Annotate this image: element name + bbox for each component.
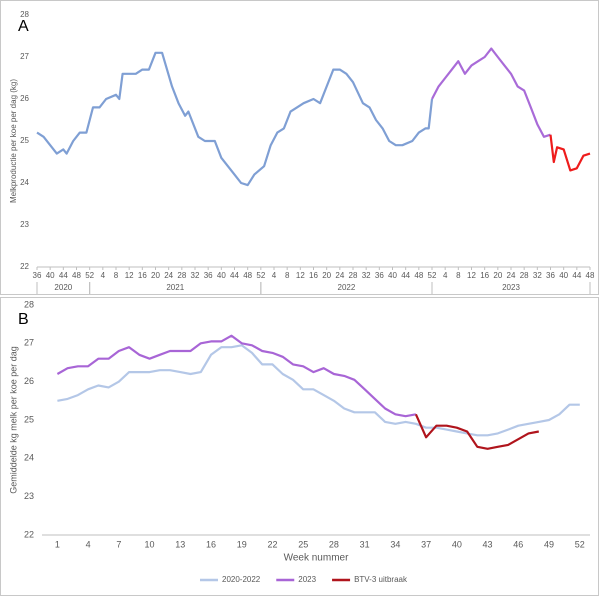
x-tick-label: 46 — [513, 539, 523, 549]
x-tick-label: 32 — [191, 271, 200, 280]
x-tick-label: 40 — [46, 271, 55, 280]
x-tick-label: 44 — [230, 271, 239, 280]
y-tick-label: 27 — [20, 52, 29, 61]
x-tick-label: 4 — [86, 539, 91, 549]
x-tick-label: 36 — [375, 271, 384, 280]
series-line — [414, 413, 539, 450]
x-tick-label: 12 — [467, 271, 476, 280]
y-tick-label: 23 — [20, 220, 29, 229]
x-tick-label: 16 — [138, 271, 147, 280]
x-tick-label: 48 — [586, 271, 595, 280]
x-tick-label: 8 — [285, 271, 290, 280]
x-tick-label: 24 — [335, 271, 344, 280]
panel-frame — [0, 297, 599, 596]
panel-label: A — [18, 18, 29, 35]
year-label: 2023 — [502, 283, 520, 292]
x-tick-label: 1 — [55, 539, 60, 549]
x-tick-label: 12 — [296, 271, 305, 280]
x-tick-label: 49 — [544, 539, 554, 549]
x-tick-label: 16 — [480, 271, 489, 280]
x-tick-label: 20 — [322, 271, 331, 280]
legend-label: 2020-2022 — [222, 575, 261, 584]
x-tick-label: 24 — [164, 271, 173, 280]
x-tick-label: 44 — [572, 271, 581, 280]
x-tick-label: 52 — [85, 271, 94, 280]
y-tick-label: 24 — [24, 453, 34, 463]
x-tick-label: 43 — [483, 539, 493, 549]
x-tick-label: 32 — [362, 271, 371, 280]
y-axis-title: Melkproductie per koe per dag (kg) — [9, 79, 18, 203]
y-tick-label: 26 — [20, 94, 29, 103]
x-tick-label: 16 — [309, 271, 318, 280]
x-tick-label: 8 — [456, 271, 461, 280]
x-tick-label: 8 — [114, 271, 119, 280]
y-axis-title: Gemiddelde kg melk per koe per dag — [8, 346, 18, 494]
x-tick-label: 40 — [452, 539, 462, 549]
x-tick-label: 28 — [349, 271, 358, 280]
y-tick-label: 28 — [24, 299, 34, 309]
year-label: 2021 — [166, 283, 184, 292]
x-tick-label: 48 — [72, 271, 81, 280]
series-line — [431, 47, 551, 138]
year-label: 2020 — [54, 283, 72, 292]
x-tick-label: 22 — [267, 539, 277, 549]
x-tick-label: 40 — [388, 271, 397, 280]
x-tick-label: 52 — [256, 271, 265, 280]
x-tick-label: 12 — [125, 271, 134, 280]
x-tick-label: 28 — [177, 271, 186, 280]
x-tick-label: 25 — [298, 539, 308, 549]
legend-label: BTV-3 uitbraak — [354, 575, 408, 584]
x-tick-label: 13 — [175, 539, 185, 549]
x-tick-label: 48 — [243, 271, 252, 280]
x-tick-label: 44 — [59, 271, 68, 280]
y-tick-label: 27 — [24, 338, 34, 348]
x-tick-label: 37 — [421, 539, 431, 549]
x-axis-title: Week nummer — [284, 553, 350, 564]
x-tick-label: 4 — [272, 271, 277, 280]
x-tick-label: 44 — [401, 271, 410, 280]
x-tick-label: 40 — [217, 271, 226, 280]
x-tick-label: 36 — [33, 271, 42, 280]
x-tick-label: 40 — [559, 271, 568, 280]
x-tick-label: 32 — [533, 271, 542, 280]
x-tick-label: 7 — [116, 539, 121, 549]
y-tick-label: 25 — [20, 136, 29, 145]
x-tick-label: 36 — [546, 271, 555, 280]
x-tick-label: 4 — [101, 271, 106, 280]
series-line — [56, 334, 417, 418]
x-tick-label: 34 — [390, 539, 400, 549]
series-line — [36, 51, 434, 187]
y-tick-label: 28 — [20, 10, 29, 19]
panel-label: B — [18, 311, 29, 328]
x-tick-label: 10 — [145, 539, 155, 549]
series-line — [57, 344, 580, 437]
y-tick-label: 22 — [20, 262, 29, 271]
x-tick-label: 24 — [507, 271, 516, 280]
x-tick-label: 36 — [204, 271, 213, 280]
x-tick-label: 48 — [414, 271, 423, 280]
x-tick-label: 20 — [151, 271, 160, 280]
legend-label: 2023 — [298, 575, 316, 584]
x-tick-label: 31 — [360, 539, 370, 549]
x-tick-label: 19 — [237, 539, 247, 549]
y-tick-label: 26 — [24, 376, 34, 386]
panel-frame — [0, 0, 599, 295]
x-tick-label: 20 — [493, 271, 502, 280]
year-label: 2022 — [338, 283, 356, 292]
y-tick-label: 25 — [24, 414, 34, 424]
x-tick-label: 28 — [329, 539, 339, 549]
y-tick-label: 23 — [24, 491, 34, 501]
y-tick-label: 22 — [24, 529, 34, 539]
series-line — [549, 134, 591, 172]
x-tick-label: 52 — [575, 539, 585, 549]
y-tick-label: 24 — [20, 178, 29, 187]
x-tick-label: 16 — [206, 539, 216, 549]
x-tick-label: 4 — [443, 271, 448, 280]
x-tick-label: 52 — [428, 271, 437, 280]
x-tick-label: 28 — [520, 271, 529, 280]
